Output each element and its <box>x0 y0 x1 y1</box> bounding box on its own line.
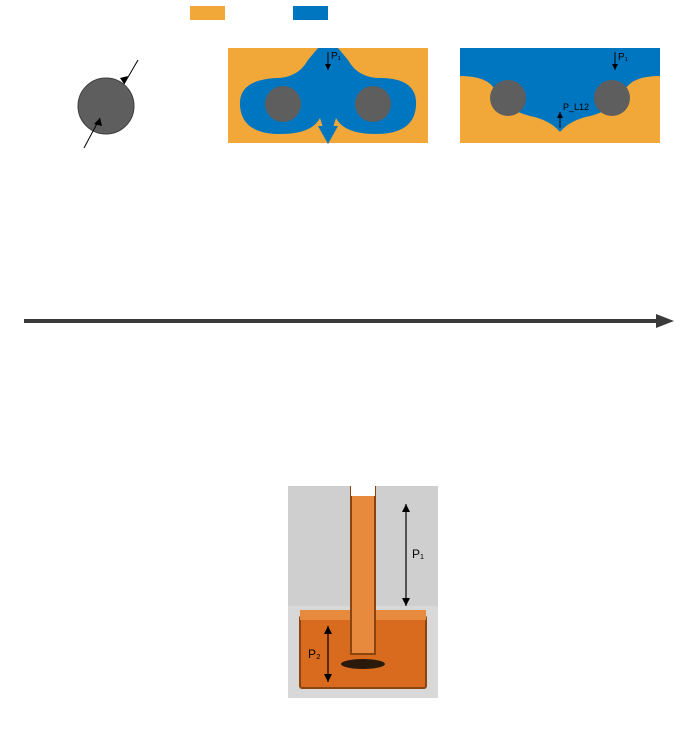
legend-water <box>293 6 336 20</box>
panel-e-photo: P₁ P₂ <box>288 486 438 698</box>
svg-text:P_L12: P_L12 <box>563 102 589 112</box>
oil-swatch <box>190 6 225 20</box>
water-swatch <box>293 6 328 20</box>
legend <box>190 6 336 20</box>
panel-a-svg <box>36 40 186 170</box>
panel-f-chart <box>456 480 686 710</box>
p1-e: P₁ <box>412 547 424 561</box>
svg-text:P₁: P₁ <box>331 51 342 62</box>
timeline-arrow <box>24 314 674 328</box>
panel-b-penetration: P₁ <box>228 48 428 158</box>
p2-e: P₂ <box>308 647 321 661</box>
svg-text:P₁: P₁ <box>618 52 629 63</box>
panel-d-chart <box>32 480 262 710</box>
legend-oil <box>190 6 233 20</box>
panel-a-diagram <box>36 40 186 170</box>
figure-root: P₁ P₁ P_L12 <box>0 0 695 739</box>
panel-b-blockage: P₁ P_L12 <box>460 48 660 158</box>
